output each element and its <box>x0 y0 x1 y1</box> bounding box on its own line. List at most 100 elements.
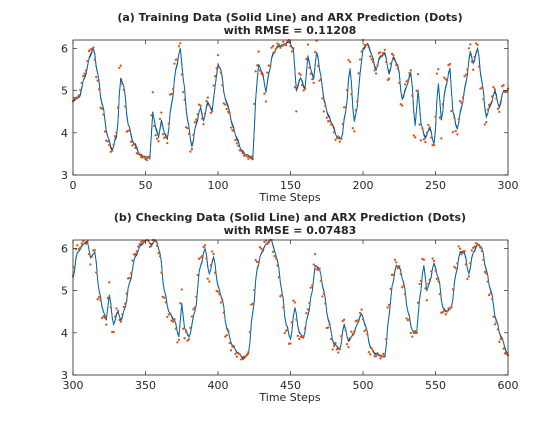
arx-prediction-dot <box>476 43 479 47</box>
arx-prediction-dot <box>289 342 292 345</box>
arx-prediction-dot <box>440 137 443 140</box>
arx-prediction-dot <box>254 70 257 73</box>
arx-prediction-dot <box>125 292 128 295</box>
arx-prediction-dot <box>357 72 360 75</box>
arx-prediction-dot <box>266 242 269 246</box>
arx-prediction-dot <box>113 315 117 318</box>
arx-prediction-dot <box>293 86 297 89</box>
arx-prediction-dot <box>80 81 83 85</box>
arx-prediction-dot <box>460 101 463 105</box>
arx-prediction-dot <box>405 317 408 320</box>
arx-prediction-dot <box>216 53 220 57</box>
arx-prediction-dot <box>470 249 473 252</box>
arx-prediction-dot <box>399 272 402 276</box>
arx-prediction-dot <box>338 348 341 351</box>
arx-prediction-dot <box>371 60 375 63</box>
arx-prediction-dot <box>387 77 391 80</box>
arx-prediction-dot <box>190 148 194 151</box>
arx-prediction-dot <box>273 51 276 54</box>
arx-prediction-dot <box>190 315 194 318</box>
arx-prediction-dot <box>158 117 162 121</box>
arx-prediction-dot <box>308 66 311 69</box>
arx-prediction-dot <box>302 89 305 92</box>
arx-prediction-dot <box>295 318 298 321</box>
arx-prediction-dot <box>395 261 398 264</box>
arx-prediction-dot <box>490 95 494 98</box>
y-tick-label: 5 <box>61 85 68 98</box>
arx-prediction-dot <box>95 271 98 274</box>
arx-prediction-dot <box>396 67 399 70</box>
arx-prediction-dot <box>240 149 243 152</box>
x-tick-label: 200 <box>353 179 374 192</box>
arx-prediction-dot <box>218 293 221 296</box>
arx-prediction-dot <box>257 50 260 53</box>
arx-prediction-dot <box>308 301 311 305</box>
arx-prediction-dot <box>280 294 283 297</box>
arx-prediction-dot <box>150 114 153 117</box>
arx-prediction-dot <box>192 133 195 137</box>
arx-prediction-dot <box>306 43 310 46</box>
arx-prediction-dot <box>467 275 471 278</box>
arx-prediction-dot <box>371 349 375 353</box>
arx-prediction-dot <box>292 299 295 302</box>
arx-prediction-dot <box>234 138 237 142</box>
y-tick-label: 4 <box>61 127 68 140</box>
arx-prediction-dot <box>489 292 492 295</box>
arx-prediction-dot <box>416 301 420 304</box>
arx-prediction-dot <box>280 43 283 47</box>
arx-prediction-dot <box>164 135 167 139</box>
arx-prediction-dot <box>389 62 392 65</box>
arx-prediction-dot <box>495 321 498 324</box>
arx-prediction-dot <box>369 55 372 58</box>
y-tick-label: 6 <box>61 42 68 55</box>
arx-prediction-dot <box>155 137 159 140</box>
arx-prediction-dot <box>119 320 122 323</box>
arx-prediction-dot <box>318 79 321 82</box>
arx-prediction-dot <box>182 90 185 94</box>
arx-prediction-dot <box>461 96 465 99</box>
arx-prediction-dot <box>412 134 415 137</box>
arx-prediction-dot <box>367 46 370 49</box>
y-tick-label: 3 <box>61 369 68 382</box>
arx-prediction-dot <box>266 71 269 74</box>
arx-prediction-dot <box>213 75 217 78</box>
arx-prediction-dot <box>350 93 353 96</box>
arx-prediction-dot <box>422 138 426 141</box>
arx-prediction-dot <box>192 308 195 311</box>
arx-prediction-dot <box>209 111 212 115</box>
arx-prediction-dot <box>470 60 473 63</box>
arx-prediction-dot <box>434 115 437 119</box>
arx-prediction-dot <box>76 244 79 247</box>
arx-prediction-dot <box>206 96 209 99</box>
arx-prediction-dot <box>313 50 317 54</box>
arx-prediction-dot <box>189 150 192 153</box>
arx-prediction-dot <box>453 116 456 120</box>
arx-prediction-dot <box>195 295 198 299</box>
arx-prediction-dot <box>76 97 79 100</box>
arx-prediction-dot <box>247 350 250 354</box>
arx-prediction-dot <box>112 331 115 334</box>
arx-prediction-dot <box>103 130 107 133</box>
arx-prediction-dot <box>370 347 373 350</box>
arx-prediction-dot <box>116 106 120 109</box>
arx-prediction-dot <box>441 311 444 314</box>
arx-prediction-dot <box>279 46 282 49</box>
arx-prediction-dot <box>302 335 305 338</box>
arx-prediction-dot <box>309 286 312 289</box>
arx-prediction-dot <box>237 144 240 148</box>
x-tick-label: 150 <box>280 179 301 192</box>
arx-prediction-dot <box>463 75 466 78</box>
arx-prediction-dot <box>392 273 395 277</box>
subplot-b-xlabel: Time Steps <box>258 391 320 404</box>
arx-prediction-dot <box>434 269 437 272</box>
subplot-b-axes: 300 350 400 450 500 550 600 3 4 5 6 <box>61 239 519 392</box>
arx-prediction-dot <box>496 328 500 331</box>
arx-prediction-dot <box>238 353 241 356</box>
arx-prediction-dot <box>241 357 244 361</box>
arx-prediction-dot <box>393 58 397 62</box>
arx-prediction-dot <box>82 74 85 78</box>
arx-prediction-dot <box>79 246 82 249</box>
arx-prediction-dot <box>354 109 357 112</box>
arx-prediction-dot <box>286 328 289 332</box>
